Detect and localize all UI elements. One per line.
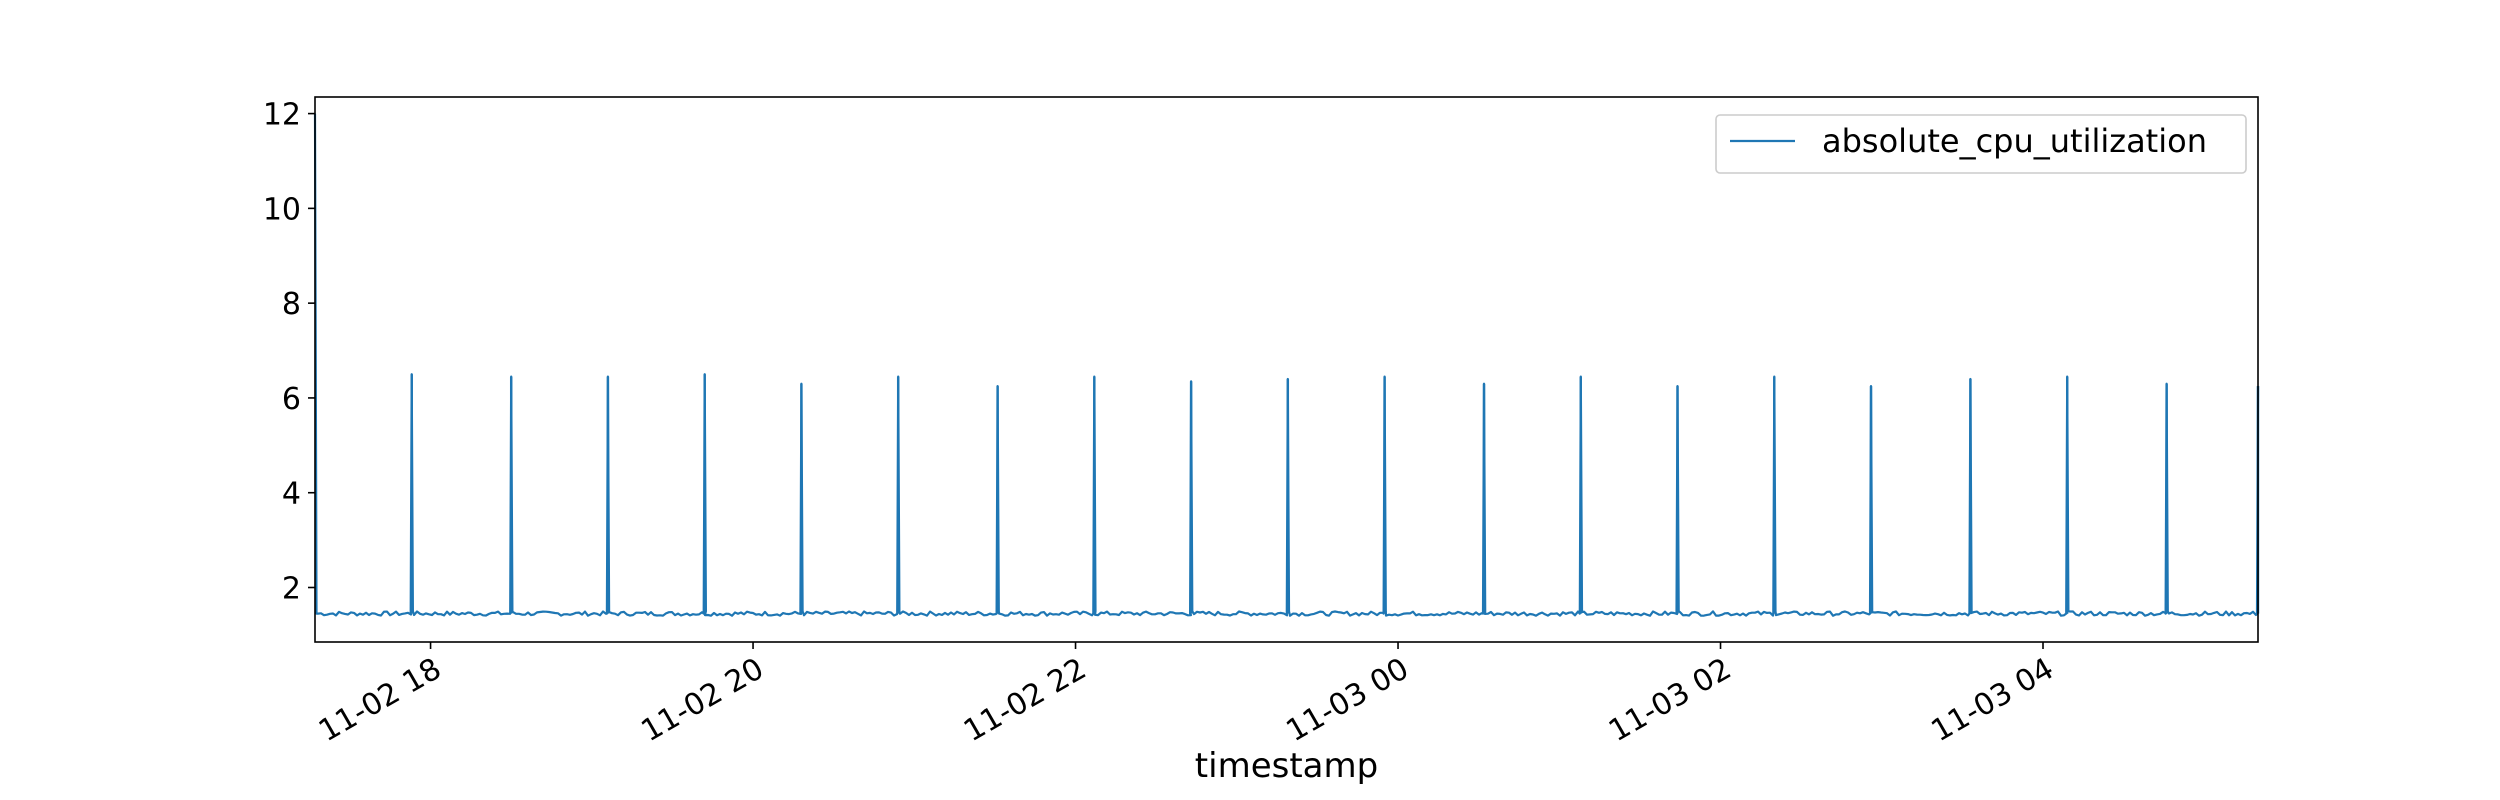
plot-frame xyxy=(314,96,2259,643)
x-axis-label: timestamp xyxy=(1195,746,1378,786)
legend: absolute_cpu_utilization xyxy=(1715,114,2247,174)
y-tick-label: 8 xyxy=(282,287,301,322)
legend-label: absolute_cpu_utilization xyxy=(1822,122,2207,160)
y-tick-label: 10 xyxy=(263,192,301,227)
y-tick-label: 2 xyxy=(282,572,301,607)
legend-box xyxy=(1715,114,2247,174)
y-tick-label: 6 xyxy=(282,382,301,417)
plot-area xyxy=(313,113,2260,617)
y-tick-label: 12 xyxy=(263,98,301,133)
y-tick-label: 4 xyxy=(282,477,301,512)
